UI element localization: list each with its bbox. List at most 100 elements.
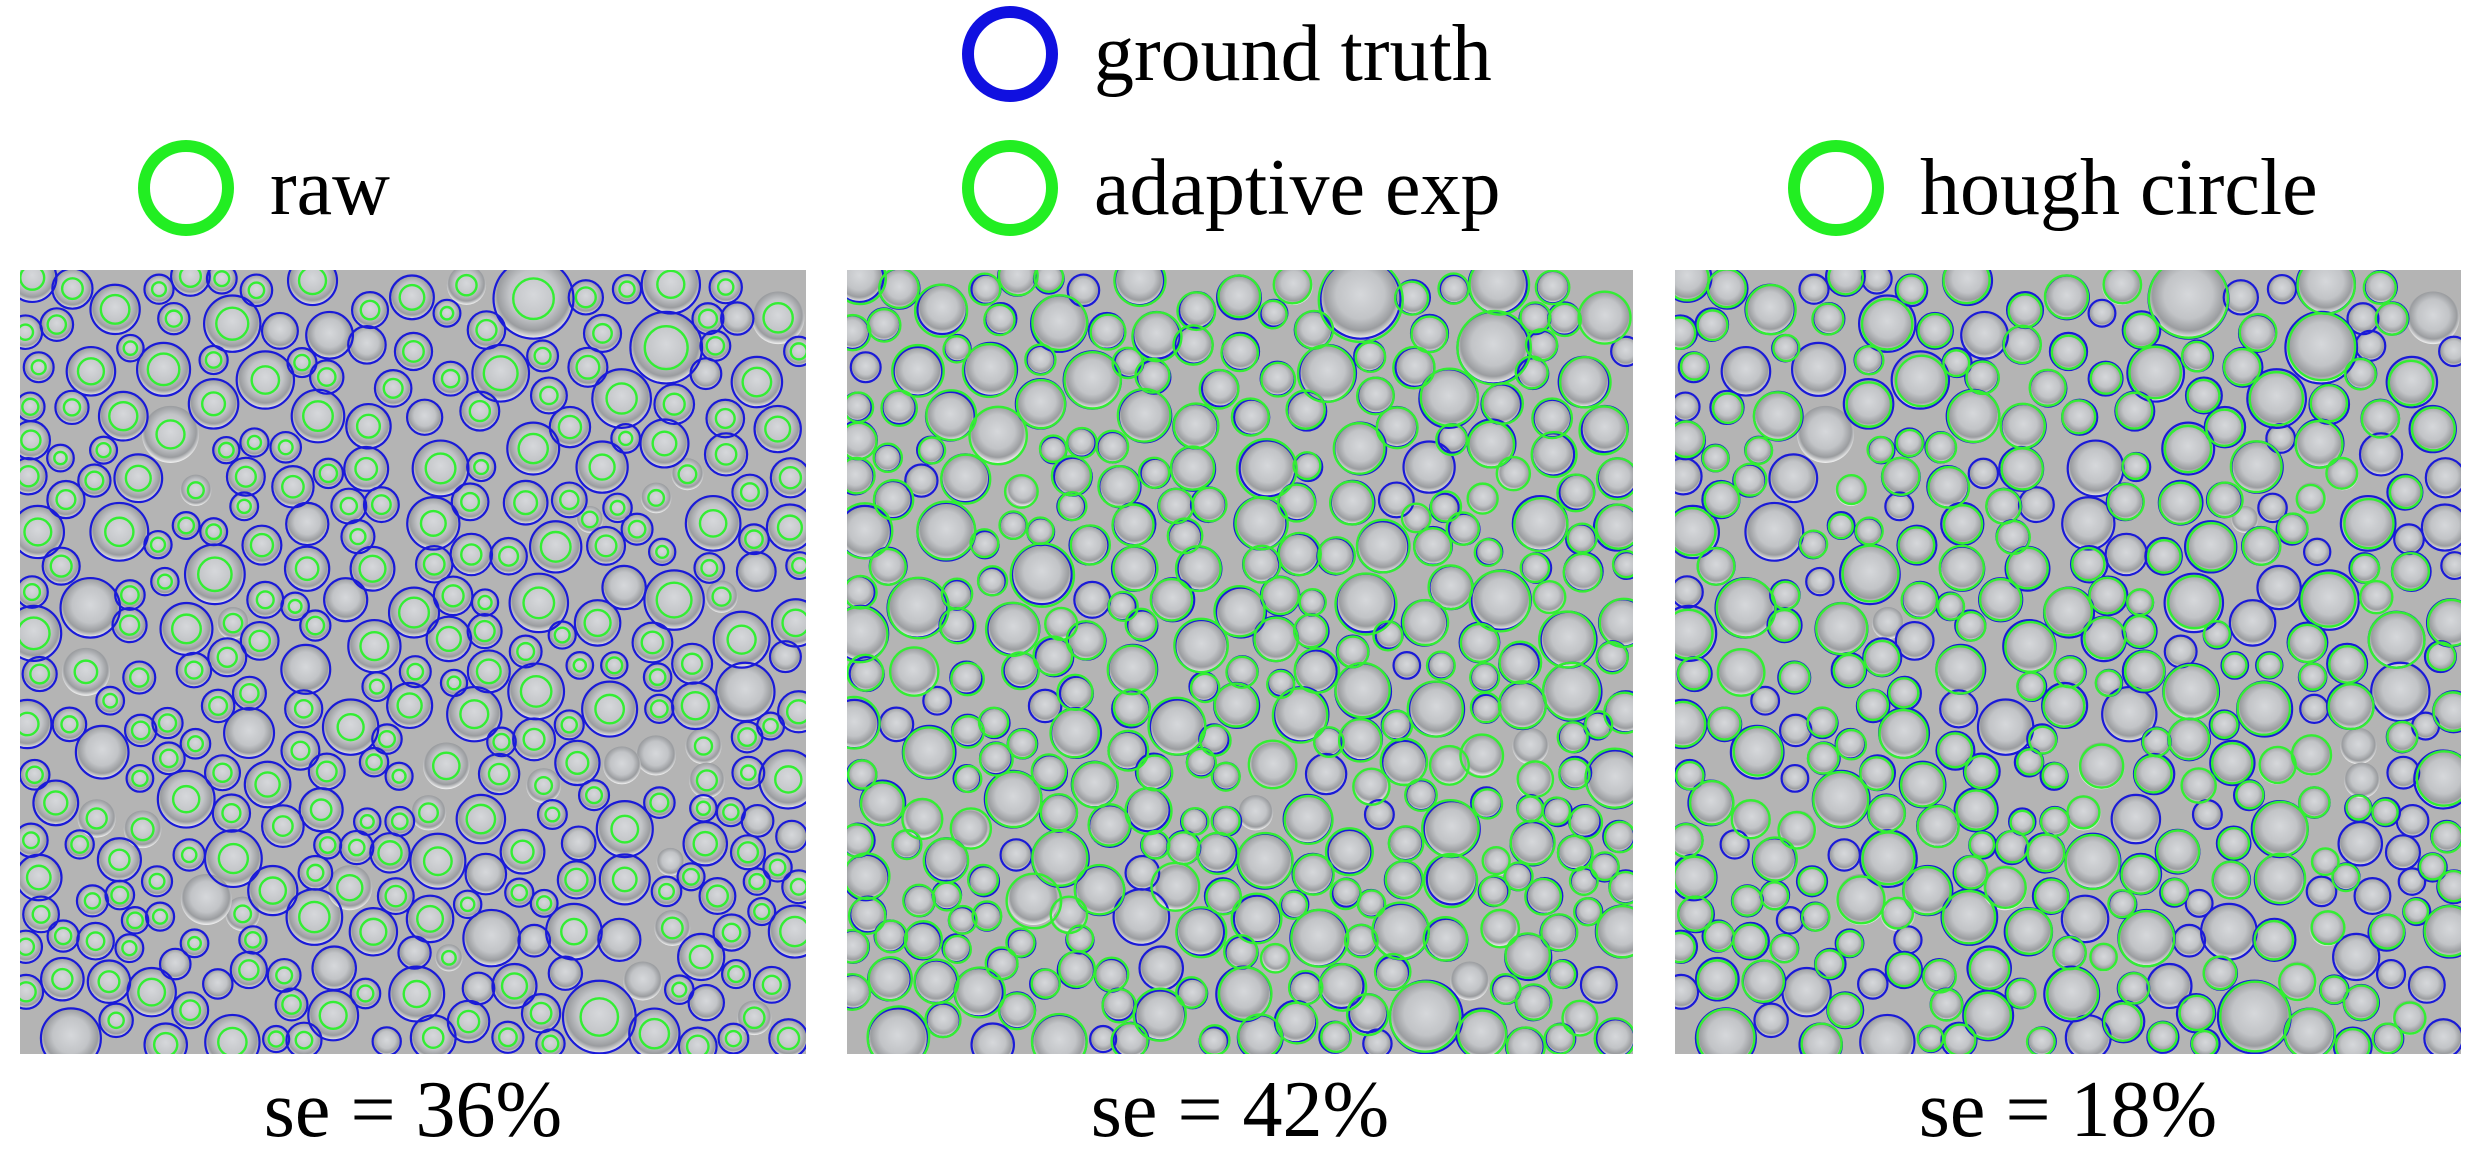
- bubble: [1040, 437, 1067, 464]
- legend-raw: raw: [138, 140, 390, 236]
- detected-circle: [49, 554, 73, 578]
- bubble: [47, 444, 74, 472]
- detected-circle: [1733, 462, 1768, 497]
- ground-truth-circle: [348, 907, 399, 957]
- ground-truth-circle: [247, 864, 299, 917]
- bubble: [144, 531, 172, 559]
- bubble: [1212, 762, 1240, 790]
- detected-circle: [1772, 333, 1801, 363]
- detected-circle: [216, 646, 238, 668]
- ground-truth-circle: [305, 310, 355, 360]
- ground-truth-circle: [297, 854, 334, 891]
- detected-circle: [1935, 645, 1985, 695]
- ground-truth-circle: [2060, 894, 2110, 944]
- ground-truth-circle: [312, 457, 345, 490]
- detected-circle: [130, 720, 151, 741]
- bubble: [1867, 794, 1905, 832]
- bubble: [554, 710, 584, 740]
- bubble: [20, 605, 62, 661]
- bubble: [1543, 662, 1602, 722]
- bubble: [1108, 731, 1147, 770]
- detected-circle: [901, 797, 944, 841]
- bubble: [2158, 480, 2203, 525]
- ground-truth-circle: [125, 763, 155, 793]
- detected-circle: [2387, 359, 2435, 407]
- bubble: [2007, 292, 2043, 328]
- bubble: [2403, 898, 2431, 926]
- bubble: [1917, 312, 1953, 349]
- bubble: [78, 464, 111, 497]
- bubble: [1688, 780, 1734, 826]
- detected-circle: [1675, 855, 1717, 900]
- ground-truth-circle: [229, 950, 269, 990]
- bubble: [2216, 826, 2251, 861]
- bubble: [869, 547, 907, 585]
- bubble: [213, 437, 240, 464]
- ground-truth-circle: [1392, 651, 1422, 680]
- bubble: [65, 830, 94, 859]
- bubble: [1260, 361, 1295, 396]
- detected-circle: [1806, 706, 1838, 738]
- detected-circle: [1157, 487, 1195, 525]
- detected-circle: [588, 453, 616, 481]
- bubble: [1181, 808, 1208, 835]
- bubble: [1470, 663, 1499, 691]
- bubble: [2287, 622, 2328, 663]
- bubble: [160, 948, 191, 980]
- ground-truth-circle: [677, 932, 726, 982]
- detected-circle: [1412, 526, 1453, 567]
- ground-truth-circle: [2423, 1018, 2461, 1054]
- detected-circle: [2229, 440, 2283, 494]
- detected-circle: [83, 892, 102, 910]
- bubble: [1113, 889, 1170, 945]
- ground-truth-circle: [371, 1026, 402, 1054]
- bubble: [1176, 908, 1225, 956]
- bubble: [1063, 351, 1121, 409]
- bubble: [1075, 866, 1125, 916]
- bubble: [151, 567, 179, 596]
- detected-circle: [649, 699, 669, 719]
- bubble: [1799, 1023, 1842, 1054]
- bubble: [1317, 538, 1354, 575]
- bubble: [398, 936, 431, 969]
- detected-circle: [680, 690, 711, 721]
- detected-circle: [688, 944, 714, 970]
- detected-circle: [2005, 907, 2053, 956]
- detected-circle: [102, 692, 119, 709]
- bubble: [262, 805, 304, 847]
- detected-circle: [1056, 673, 1094, 712]
- detected-circle: [1538, 610, 1597, 669]
- bubble: [932, 880, 962, 910]
- bubble: [971, 531, 999, 559]
- ground-truth-circle: [2420, 503, 2461, 552]
- bubble: [2088, 361, 2123, 396]
- detected-circle: [605, 382, 638, 415]
- detected-circle: [1568, 865, 1599, 896]
- ground-truth-circle: [2069, 544, 2109, 584]
- ground-truth-circle: [461, 971, 496, 1006]
- bubble: [2040, 762, 2068, 790]
- detected-circle: [2178, 994, 2216, 1032]
- detected-circle: [156, 573, 174, 590]
- ground-truth-circle: [573, 599, 622, 647]
- bubble: [1710, 390, 1744, 424]
- detected-circle: [2294, 419, 2344, 469]
- detected-circle: [1888, 677, 1920, 709]
- detected-circle: [1812, 770, 1870, 829]
- ground-truth-circle: [144, 901, 176, 932]
- bubble: [1557, 835, 1592, 870]
- bubble: [1299, 344, 1356, 402]
- ground-truth-circle: [2087, 298, 2117, 328]
- detected-circle: [2166, 574, 2222, 630]
- bubble: [576, 441, 628, 493]
- ground-truth-circle: [1798, 273, 1830, 305]
- detected-circle: [1172, 402, 1220, 450]
- bubble: [643, 663, 672, 691]
- bubble: [2387, 474, 2423, 510]
- detected-circle: [1953, 855, 1989, 890]
- detected-circle: [656, 270, 686, 300]
- detected-circle: [2287, 623, 2328, 664]
- bubble: [1510, 822, 1554, 866]
- ground-truth-circle: [526, 339, 560, 373]
- bubble: [1858, 969, 1888, 999]
